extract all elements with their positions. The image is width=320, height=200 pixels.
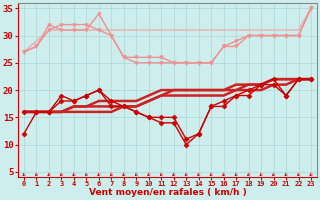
- X-axis label: Vent moyen/en rafales ( km/h ): Vent moyen/en rafales ( km/h ): [89, 188, 246, 197]
